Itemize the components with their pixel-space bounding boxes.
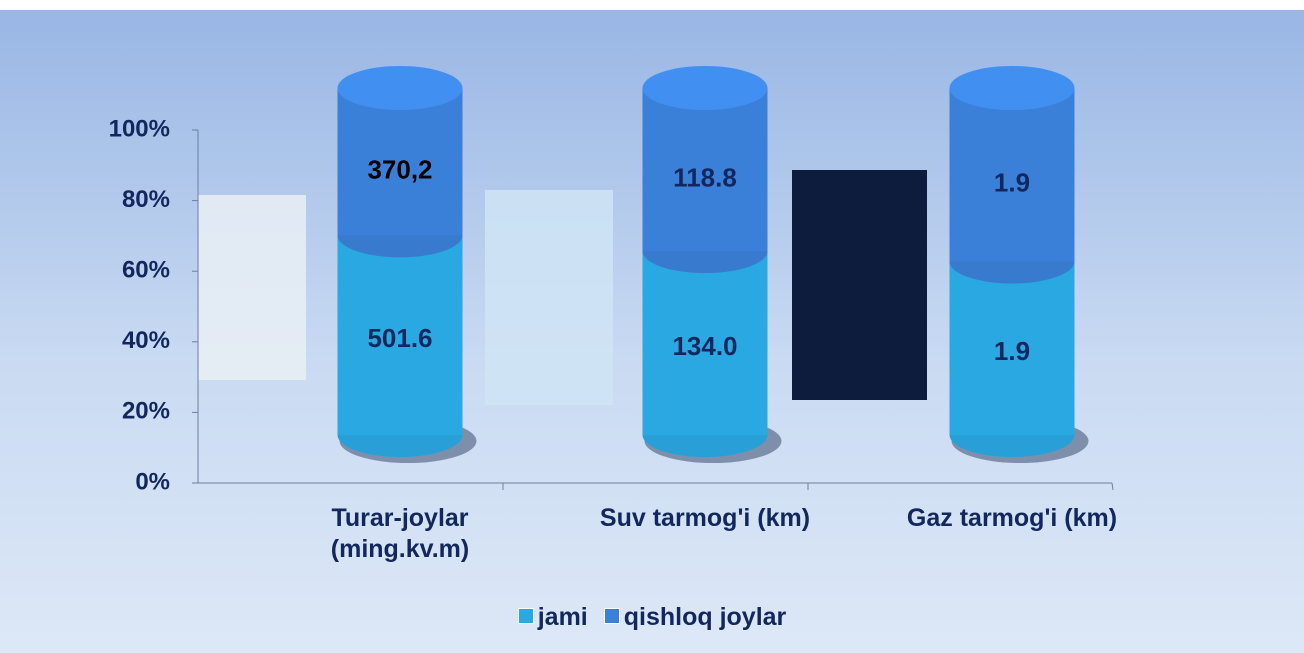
legend-item: jami [517,603,588,632]
y-tick-label: 0% [135,468,170,495]
house-image [198,195,306,380]
top-band [0,0,1304,10]
cylinder-top [949,66,1075,110]
cylinder-top [337,66,463,110]
y-tick-label: 20% [122,398,170,425]
y-tick-label: 100% [109,115,170,142]
segment [949,88,1075,262]
data-label: 134.0 [672,331,737,361]
x-tick-label: Turar-joylar (ming.kv.m) [330,504,470,563]
segment [642,88,768,252]
water-image [485,190,613,405]
legend-swatch [603,608,620,624]
data-label: 118.8 [673,162,737,192]
data-label: 1.9 [994,168,1030,198]
data-label: 501.6 [367,323,432,353]
segment [337,88,463,236]
gas-image [792,170,927,400]
x-tick-label: Suv tarmog'i (km) [599,504,811,532]
cylinder-top [642,66,768,110]
x-tick-label: Gaz tarmog'i (km) [906,504,1118,532]
legend: jami qishloq joylar [0,603,1304,632]
legend-swatch [517,608,534,624]
legend-label: qishloq joylar [623,603,787,631]
y-tick-label: 40% [122,327,170,354]
data-label: 1.9 [994,336,1030,366]
y-tick-label: 60% [122,257,170,284]
data-label: 370,2 [367,155,432,185]
segment [949,261,1075,435]
legend-label: jami [537,603,588,631]
segment [642,251,768,435]
x-tick [1111,482,1114,491]
y-tick-label: 80% [122,186,170,213]
segment [337,235,463,435]
legend-item: qishloq joylar [603,603,787,632]
